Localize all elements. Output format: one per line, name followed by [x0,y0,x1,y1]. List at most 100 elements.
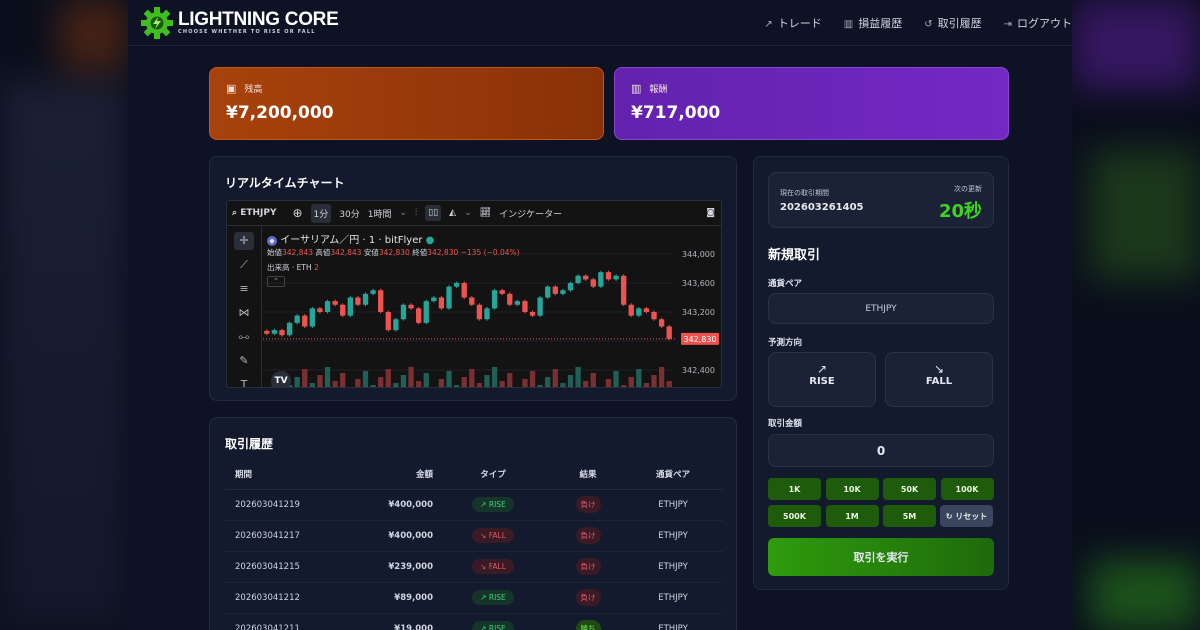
chevron-down-icon[interactable]: ⌄ [399,208,407,218]
candle [476,304,483,320]
candle [431,297,437,302]
balance-label: 残高 [244,85,263,95]
symbol-search[interactable]: ⌕ ETHJPY [232,208,277,218]
tradingview-widget[interactable]: ⌕ ETHJPY ⊕ 1分 30分 1時間 ⌄ ⫶ ▯▯ ◭ ⌄ 📈︎ インジケ… [226,200,722,388]
candlestick-chart[interactable]: 344,000 343,600 343,200 342,400 342,830 [263,226,722,388]
volume-bar [499,381,505,387]
candle [590,279,596,287]
candle [385,312,391,331]
volume-bar [651,375,657,387]
type-badge: ↘ FALL [472,559,514,574]
table-row: 202603041211 ¥19,000 ↗ RISE 勝ち ETHJPY [225,613,723,630]
candle [446,286,452,309]
add-symbol-icon[interactable]: ⊕ [292,206,303,220]
volume-bar [453,385,460,387]
candle-style-icon[interactable]: ▯▯ [425,205,442,221]
preset-amount-button[interactable]: 1K [768,478,821,500]
logout-icon: ⇥ [1003,19,1012,30]
gear-bolt-icon [141,6,173,39]
pair-select[interactable]: ETHJPY [768,293,994,324]
volume-bar [332,381,338,387]
camera-icon[interactable]: ◙ [706,208,715,218]
volume-bar [317,375,323,387]
preset-amount-button[interactable]: 10K [825,478,879,500]
indicator-icon[interactable]: 📈︎ [479,208,492,218]
preset-amount-button[interactable]: 500K [768,505,821,527]
col-amount: 金額 [313,459,433,490]
preset-amount-button[interactable]: 1M [825,505,879,527]
bar-style-icon[interactable]: ⫶ [415,208,418,218]
indicators-button[interactable]: インジケーター [499,209,563,220]
volume-bar [583,381,589,387]
collapse-legend-button[interactable]: ⌃ [267,276,285,287]
reward-value: ¥717,000 [631,103,721,123]
period-box: 現在の取引期間 202603261405 次の更新 20秒 [768,172,994,228]
candle [605,272,612,280]
nav-label: ログアウト [1017,17,1072,30]
fall-button[interactable]: ↘ FALL [885,352,993,407]
brush-icon[interactable]: ✎ [239,354,249,367]
ethereum-icon: ◆ [267,236,277,246]
nav-logout[interactable]: ⇥ ログアウト [1004,15,1072,31]
ohlc-legend: 始値342,843 高値342,843 安値342,830 終値342,830 … [267,247,520,258]
candle [317,308,323,312]
chevron-down-icon[interactable]: ⌄ [464,208,472,218]
volume-bar [560,383,566,387]
cell-pair: ETHJPY [623,489,723,521]
candle [491,290,498,309]
measure-icon[interactable]: ⧟ [238,330,250,343]
candle [666,326,672,339]
cell-pair: ETHJPY [623,551,723,583]
pattern-icon[interactable]: ⋈ [238,306,250,319]
logo[interactable]: LIGHTNING CORE CHOOSE WHETHER TO RISE OR… [140,6,339,40]
volume-bar [507,373,513,387]
nav-pnl-history[interactable]: ▥ 損益履歴 [844,15,902,31]
cell-pair: ETHJPY [623,582,723,614]
text-icon[interactable]: T [240,378,248,388]
volume-bar [590,373,596,387]
amount-input[interactable]: 0 [768,434,994,467]
interval-30m[interactable]: 30分 [339,209,360,220]
last-price-label-bg [681,332,719,345]
volume-bar [636,369,642,387]
background-blur [60,0,128,70]
rise-button[interactable]: ↗ RISE [768,352,876,407]
crosshair-icon[interactable]: ✛ [234,232,254,250]
tradingview-logo[interactable]: TV [271,371,291,387]
trend-line-icon[interactable]: ⟋ [240,258,248,271]
volume-bar [552,369,558,387]
interval-1h[interactable]: 1時間 [367,209,392,220]
nav-trade-history[interactable]: ↺ 取引履歴 [924,15,981,31]
type-label: FALL [488,562,506,571]
table-row: 202603041215 ¥239,000 ↘ FALL 負け ETHJPY [225,551,723,583]
nav-trade[interactable]: ↗ トレード [764,15,821,31]
candle [453,283,460,287]
area-style-icon[interactable]: ◭ [449,208,457,218]
volume-bar [415,381,422,387]
candle [636,308,642,316]
fib-icon[interactable]: ≡ [239,282,249,295]
table-row: 202603041212 ¥89,000 ↗ RISE 負け ETHJPY [225,582,723,614]
candle [628,304,634,316]
candle [279,330,285,336]
interval-1m[interactable]: 1分 [310,203,332,223]
preset-amount-button[interactable]: 100K [940,478,994,500]
execute-trade-button[interactable]: 取引を実行 [768,538,994,576]
volume-bar [575,367,581,387]
candle [499,290,505,294]
candle [575,275,581,283]
preset-amount-button[interactable]: 5M [883,505,936,527]
history-table: 期間 金額 タイプ 結果 通貨ペア 202603041219 ¥400,000 … [225,459,723,630]
current-period-label: 現在の取引期間 [780,189,829,197]
table-row: 202603041219 ¥400,000 ↗ RISE 負け ETHJPY [225,489,723,521]
background-blur [1090,560,1200,630]
candle [552,286,558,294]
reset-button[interactable]: ↻ リセット [940,505,993,527]
type-label: FALL [488,531,506,540]
price-tick: 342,400 [682,366,715,375]
last-price-label: 342,830 [683,335,716,344]
volume-bar [461,377,467,387]
candle [393,319,399,331]
preset-amount-button[interactable]: 50K [883,478,936,500]
trade-panel: 現在の取引期間 202603261405 次の更新 20秒 新規取引 通貨ペア … [753,156,1009,590]
